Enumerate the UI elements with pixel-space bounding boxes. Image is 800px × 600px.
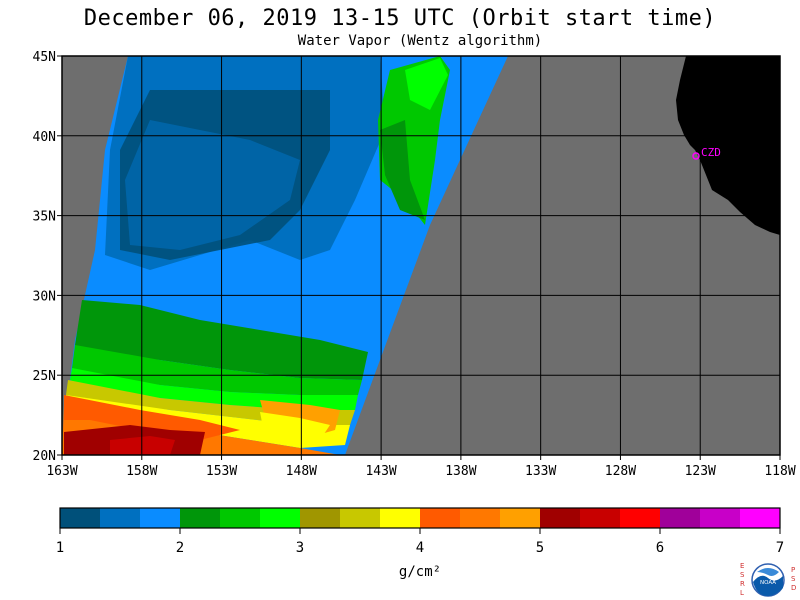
colorbar-tick-labels: 1 2 3 4 5 6 7 <box>56 540 784 556</box>
lon-tick-label: 148W <box>286 464 317 479</box>
lon-tick-label: 163W <box>46 464 77 479</box>
map-border <box>61 55 781 456</box>
lon-tick-label: 153W <box>206 464 237 479</box>
colorbar-segment <box>460 508 501 528</box>
svg-text:S: S <box>791 575 796 583</box>
colorbar-segment <box>260 508 301 528</box>
colorbar-unit-label: g/cm² <box>399 564 441 580</box>
colorbar-segment <box>660 508 701 528</box>
colorbar-tick-label: 2 <box>176 540 184 556</box>
satellite-swath <box>62 56 508 455</box>
colorbar <box>59 507 781 534</box>
station-marker <box>692 152 700 160</box>
colorbar-segment <box>60 508 101 528</box>
lon-tick-label: 128W <box>605 464 636 479</box>
map-subtitle: Water Vapor (Wentz algorithm) <box>297 33 543 49</box>
lat-tick-label: 20N <box>33 449 56 464</box>
colorbar-segment <box>580 508 621 528</box>
colorbar-segment <box>500 508 541 528</box>
colorbar-segment <box>140 508 181 528</box>
latitude-labels: 45N 40N 35N 30N 25N 20N <box>33 50 56 464</box>
lat-tick-label: 40N <box>33 130 56 145</box>
svg-text:D: D <box>791 584 796 592</box>
lon-tick-label: 118W <box>764 464 795 479</box>
colorbar-segment <box>420 508 461 528</box>
svg-text:L: L <box>740 589 744 597</box>
colorbar-segment <box>540 508 581 528</box>
lat-tick-label: 45N <box>33 50 56 65</box>
colorbar-tick-label: 3 <box>296 540 304 556</box>
land-mass <box>676 56 780 235</box>
lon-tick-label: 138W <box>445 464 476 479</box>
lat-tick-label: 25N <box>33 369 56 384</box>
lat-tick-label: 30N <box>33 289 56 304</box>
colorbar-tick-label: 1 <box>56 540 64 556</box>
colorbar-tick-label: 5 <box>536 540 544 556</box>
noaa-logo: E S R L NOAA P S D <box>740 562 796 597</box>
lon-tick-label: 123W <box>685 464 716 479</box>
colorbar-segment <box>100 508 141 528</box>
svg-text:P: P <box>791 566 795 574</box>
map-title: December 06, 2019 13-15 UTC (Orbit start… <box>83 6 717 31</box>
colorbar-tick-label: 4 <box>416 540 424 556</box>
colorbar-segment <box>620 508 661 528</box>
colorbar-segment <box>700 508 741 528</box>
colorbar-segment <box>340 508 381 528</box>
colorbar-tick-label: 7 <box>776 540 784 556</box>
colorbar-segment <box>380 508 421 528</box>
svg-text:S: S <box>740 571 745 579</box>
lon-tick-label: 143W <box>365 464 396 479</box>
lat-tick-label: 35N <box>33 210 56 225</box>
lat-lon-grid <box>57 55 781 460</box>
colorbar-segment <box>740 508 781 528</box>
colorbar-segment <box>300 508 341 528</box>
station-label: CZD <box>701 146 721 159</box>
longitude-labels: 163W 158W 153W 148W 143W 138W 133W 128W 123W 118W <box>46 464 795 479</box>
colorbar-tick-label: 6 <box>656 540 664 556</box>
svg-text:R: R <box>740 580 745 588</box>
svg-text:E: E <box>740 562 744 570</box>
colorbar-segment <box>180 508 221 528</box>
lon-tick-label: 133W <box>525 464 556 479</box>
lon-tick-label: 158W <box>126 464 157 479</box>
colorbar-segment <box>220 508 261 528</box>
svg-text:NOAA: NOAA <box>760 580 776 586</box>
